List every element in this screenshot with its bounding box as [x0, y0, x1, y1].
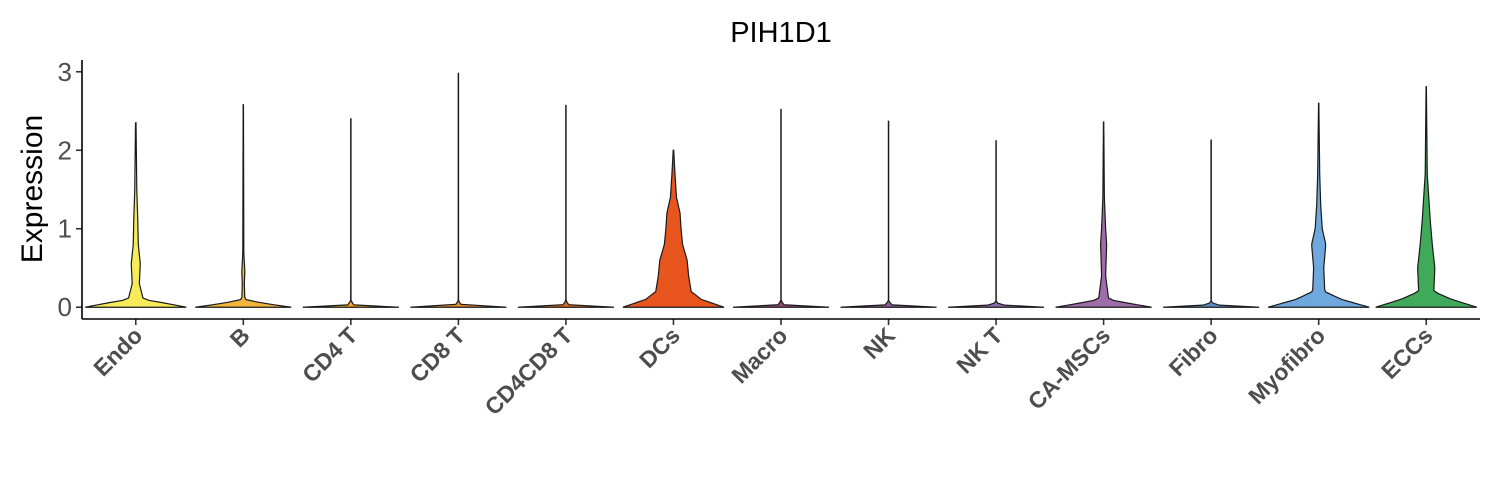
violin-ca-mscs — [1055, 121, 1152, 308]
y-tick-label-1: 1 — [58, 214, 72, 244]
violin-macro — [732, 108, 830, 308]
violin-endo — [85, 122, 187, 308]
violin-myofibro — [1267, 102, 1370, 308]
x-tick-label-cd8-t: CD8 T — [405, 322, 470, 387]
x-tick-label-ca-mscs: CA-MSCs — [1023, 322, 1115, 414]
x-axis-ticks: Endo B CD4 T CD8 T CD4CD8 T DCs Macro NK NK T CA-… — [88, 319, 1438, 420]
y-tick-label-2: 2 — [58, 135, 72, 165]
violin-b — [195, 104, 292, 308]
y-axis-label: Expression — [16, 115, 49, 263]
violin-cd4cd8-t — [517, 104, 614, 308]
violin-fibro — [1163, 139, 1260, 308]
x-tick-label-cd4-t: CD4 T — [297, 322, 362, 387]
x-tick-label-endo: Endo — [88, 322, 147, 381]
violin-cd4-t — [302, 118, 399, 308]
violin-cd8-t — [410, 72, 507, 308]
y-tick-label-0: 0 — [58, 292, 72, 322]
chart-title: PIH1D1 — [730, 17, 832, 49]
violin-nk — [840, 120, 937, 308]
violin-dcs — [622, 149, 725, 308]
x-tick-label-dcs: DCs — [634, 322, 685, 373]
x-tick-label-nk: NK — [858, 322, 900, 364]
violin-nk-t — [948, 140, 1045, 308]
x-tick-label-myofibro: Myofibro — [1243, 322, 1330, 409]
y-axis-ticks: 0 1 2 3 — [58, 57, 82, 322]
x-tick-label-fibro: Fibro — [1164, 322, 1223, 381]
violin-eccs — [1375, 86, 1477, 308]
y-tick-label-3: 3 — [58, 57, 72, 87]
x-tick-label-macro: Macro — [726, 322, 792, 388]
x-tick-label-b: B — [225, 322, 255, 352]
violin-group — [85, 72, 1477, 308]
x-tick-label-cd4cd8-t: CD4CD8 T — [480, 322, 578, 420]
x-tick-label-eccs: ECCs — [1376, 322, 1438, 384]
x-tick-label-nk-t: NK T — [951, 322, 1007, 378]
